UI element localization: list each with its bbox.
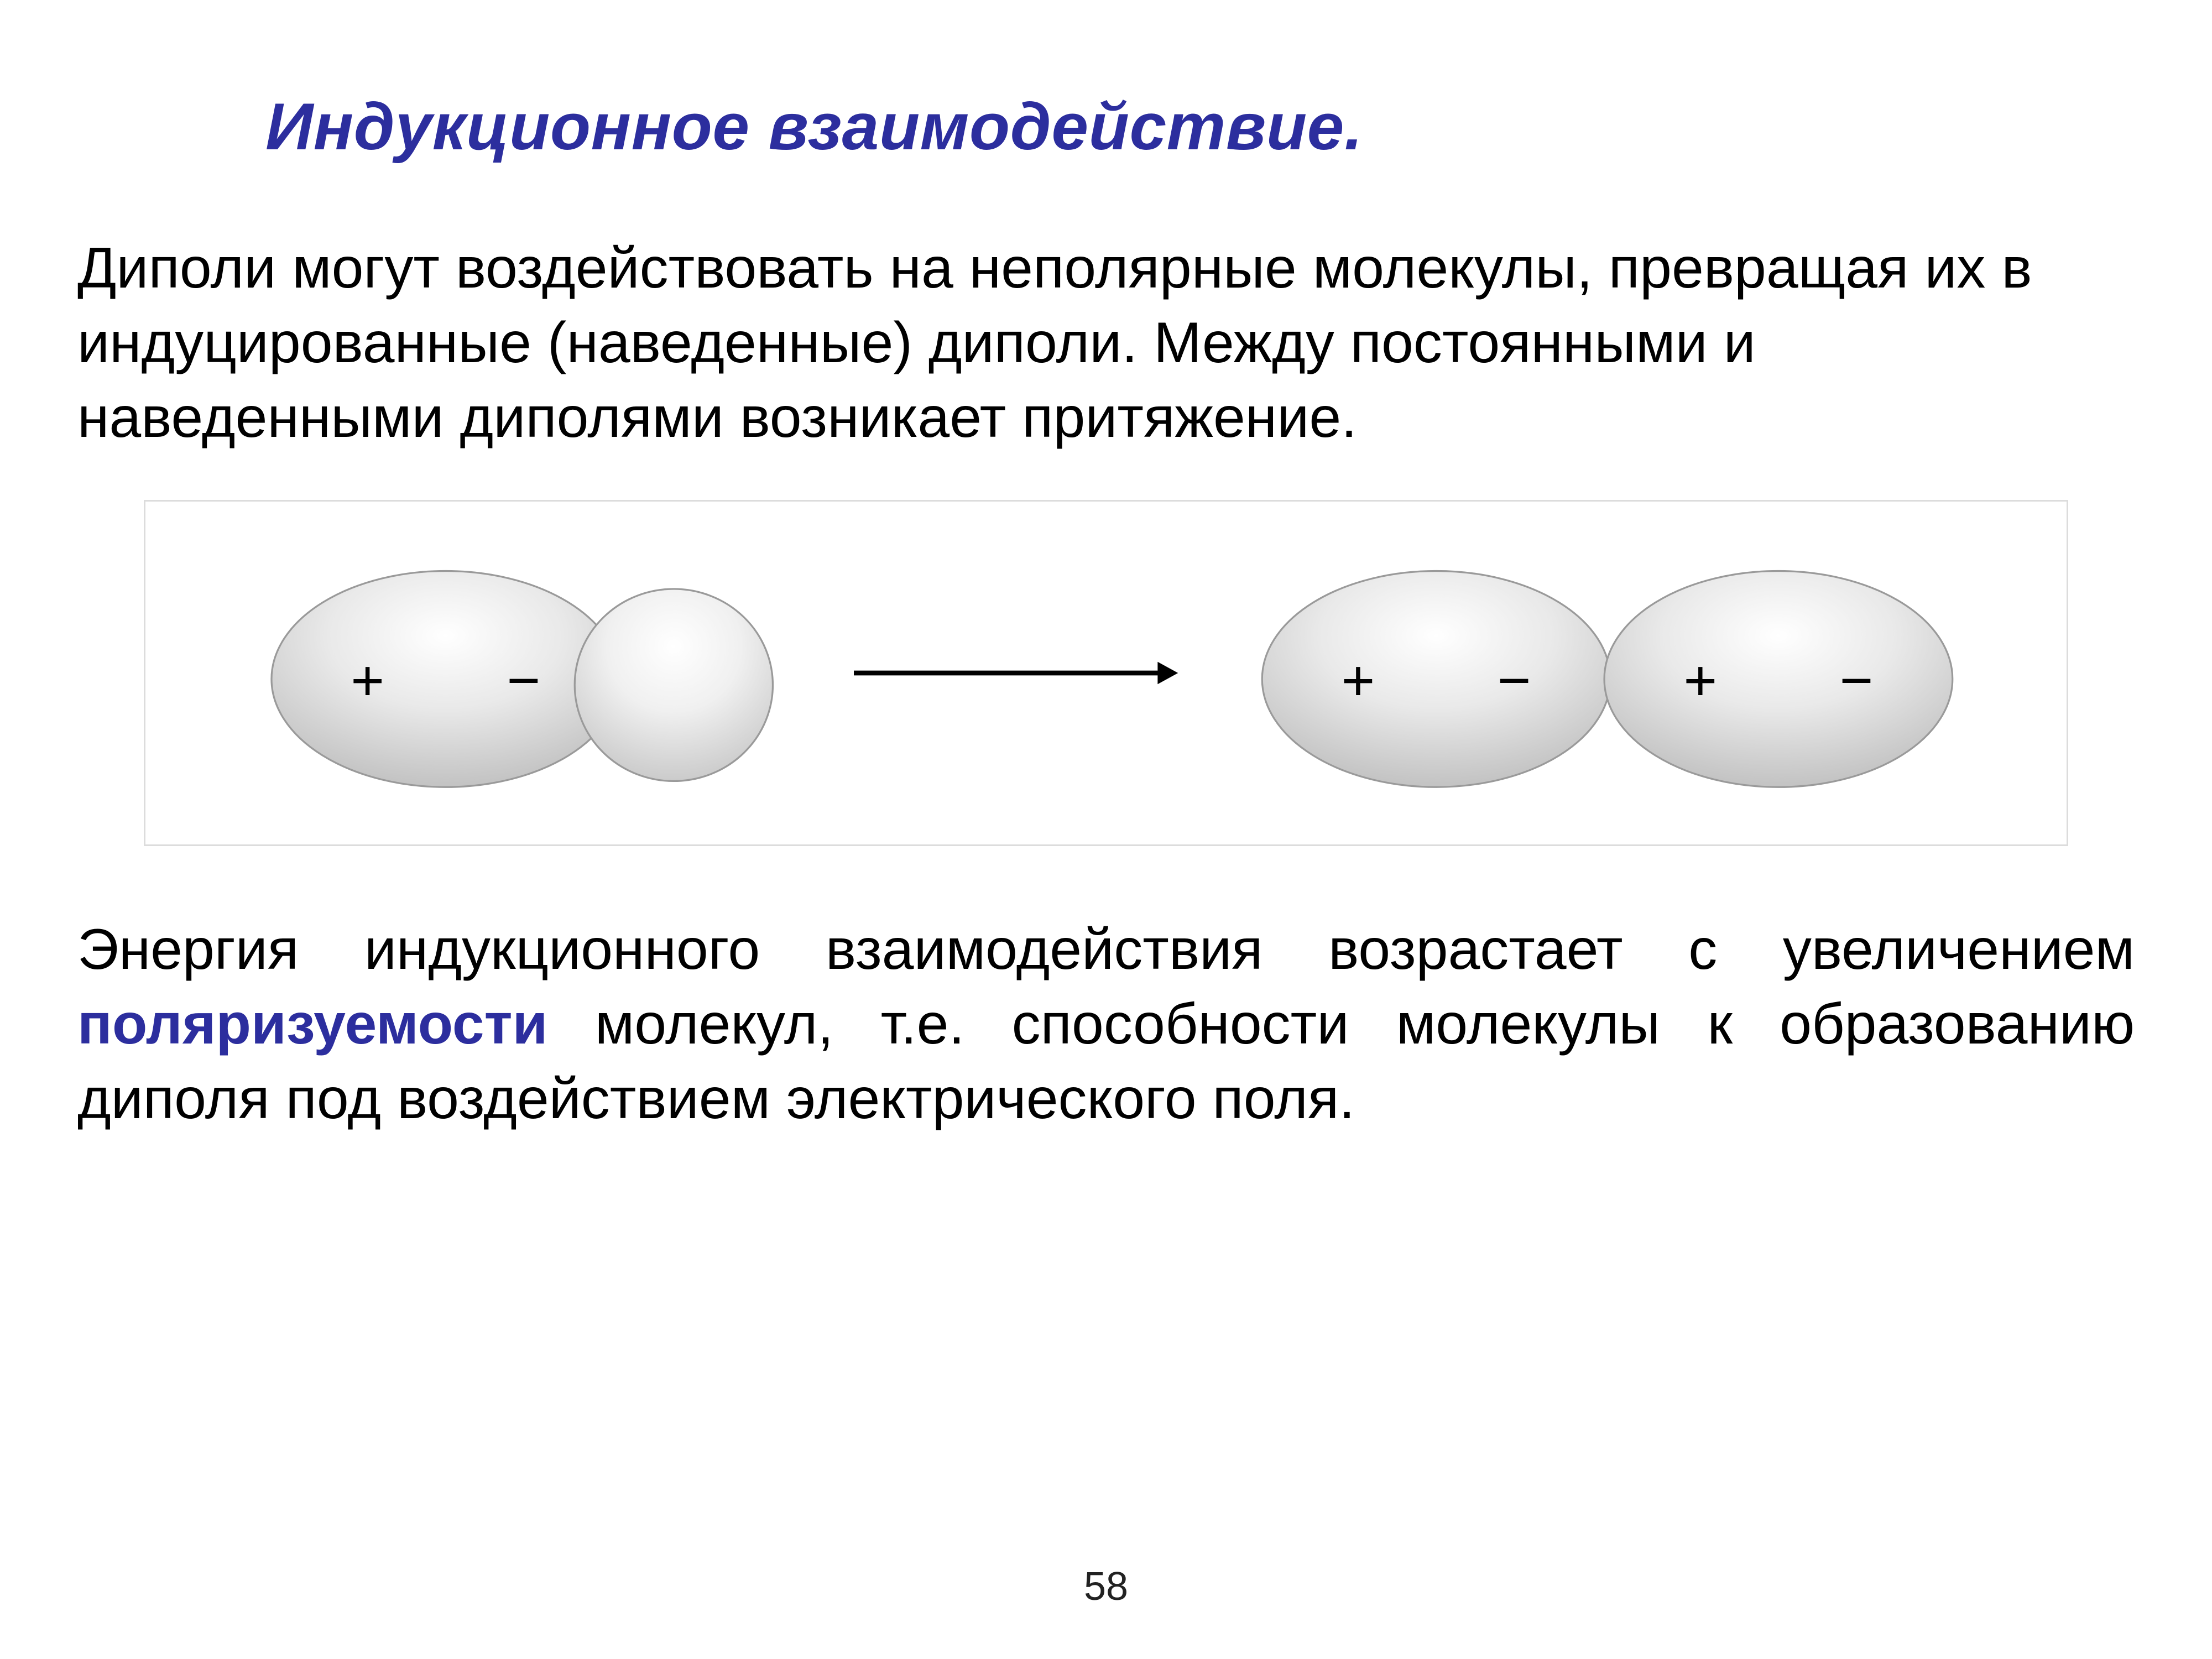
charge-label: + xyxy=(1342,649,1375,713)
charge-label: − xyxy=(1840,649,1874,713)
slide-container: Индукционное взаимодействие. Диполи могу… xyxy=(0,0,2212,1659)
molecule-ellipse xyxy=(272,571,620,787)
charge-label: + xyxy=(351,649,384,713)
arrow-head-icon xyxy=(1157,661,1178,684)
charge-label: + xyxy=(1683,649,1717,713)
paragraph-1: Диполи могут воздействовать на неполярны… xyxy=(77,231,2135,456)
charge-label: − xyxy=(1498,649,1531,713)
diagram-frame: + − + − + − xyxy=(144,500,2068,846)
molecule-ellipse xyxy=(575,589,773,781)
page-number: 58 xyxy=(0,1564,2212,1609)
charge-label: − xyxy=(507,649,541,713)
molecule-ellipse xyxy=(1262,571,1610,787)
paragraph-2-highlight: поляризуемости xyxy=(77,992,547,1056)
slide-title: Индукционное взаимодействие. xyxy=(265,88,2135,165)
molecule-ellipse xyxy=(1604,571,1953,787)
paragraph-2: Энергия индукционного взаимодействия воз… xyxy=(77,912,2135,1137)
paragraph-2-pre: Энергия индукционного взаимодействия воз… xyxy=(77,917,2135,982)
induction-diagram: + − + − + − xyxy=(145,502,2067,844)
